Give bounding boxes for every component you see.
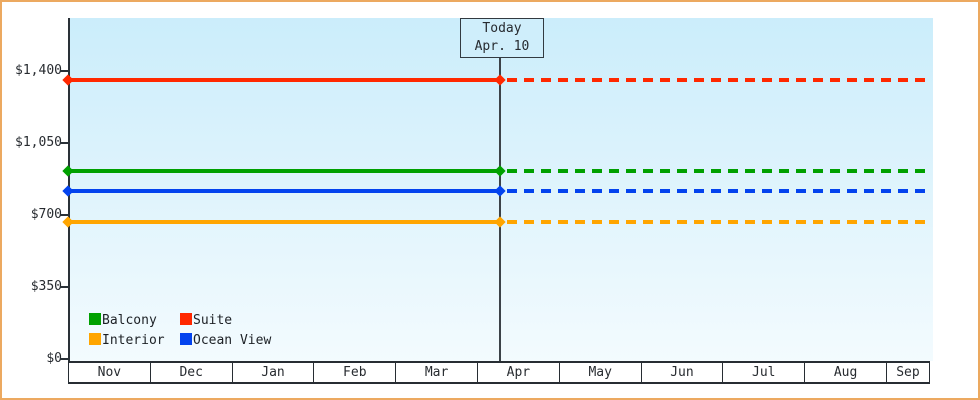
y-axis-tick-label: $0: [46, 351, 62, 366]
legend-item-balcony: Balcony: [89, 313, 180, 328]
y-axis-tick-mark: [60, 214, 68, 216]
x-axis-label-mar: Mar: [395, 363, 477, 382]
price-line-solid-suite: [68, 78, 500, 83]
x-axis-label-jun: Jun: [640, 363, 723, 382]
legend-item-suite: Suite: [180, 313, 271, 328]
y-axis-tick-label: $1,050: [15, 135, 62, 150]
x-axis-label-nov: Nov: [68, 363, 150, 382]
price-line-dashed-suite: [507, 78, 931, 83]
x-axis-label-aug: Aug: [804, 363, 886, 382]
x-axis-label-jan: Jan: [231, 363, 314, 382]
x-axis-label-sep: Sep: [885, 363, 930, 382]
legend: Balcony Suite Interior Ocean View: [89, 313, 271, 348]
x-axis: Nov Dec Jan Feb Mar Apr May Jun Jul Aug Sep: [68, 361, 930, 384]
x-axis-label-dec: Dec: [149, 363, 232, 382]
y-axis-tick-mark: [60, 358, 68, 360]
price-line-dashed-ocean-view: [507, 189, 931, 194]
x-axis-label-may: May: [558, 363, 641, 382]
y-axis-tick-mark: [60, 286, 68, 288]
y-axis-tick-mark: [60, 142, 68, 144]
legend-label: Ocean View: [193, 333, 272, 348]
today-box-date: Apr. 10: [474, 39, 530, 54]
price-line-solid-balcony: [68, 168, 500, 173]
y-axis-tick-mark: [60, 70, 68, 72]
legend-swatch-icon: [89, 333, 101, 345]
legend-swatch-icon: [180, 313, 192, 325]
today-box: Today Apr. 10: [460, 18, 544, 58]
legend-swatch-icon: [180, 333, 192, 345]
y-axis-tick-label: $700: [30, 207, 62, 222]
legend-label: Interior: [102, 333, 165, 348]
y-axis-tick-label: $1,400: [15, 63, 62, 78]
legend-label: Suite: [193, 313, 233, 328]
price-line-dashed-interior: [507, 220, 931, 225]
today-line: [499, 56, 501, 361]
price-line-dashed-balcony: [507, 168, 931, 173]
x-axis-label-apr: Apr: [476, 363, 559, 382]
legend-label: Balcony: [102, 313, 157, 328]
y-axis-tick-label: $350: [30, 279, 62, 294]
price-line-solid-ocean-view: [68, 189, 500, 194]
today-box-title: Today: [482, 21, 522, 36]
legend-item-ocean-view: Ocean View: [180, 333, 271, 348]
x-axis-label-feb: Feb: [313, 363, 395, 382]
legend-item-interior: Interior: [89, 333, 180, 348]
x-axis-label-jul: Jul: [722, 363, 804, 382]
legend-swatch-icon: [89, 313, 101, 325]
price-line-solid-interior: [68, 220, 500, 225]
